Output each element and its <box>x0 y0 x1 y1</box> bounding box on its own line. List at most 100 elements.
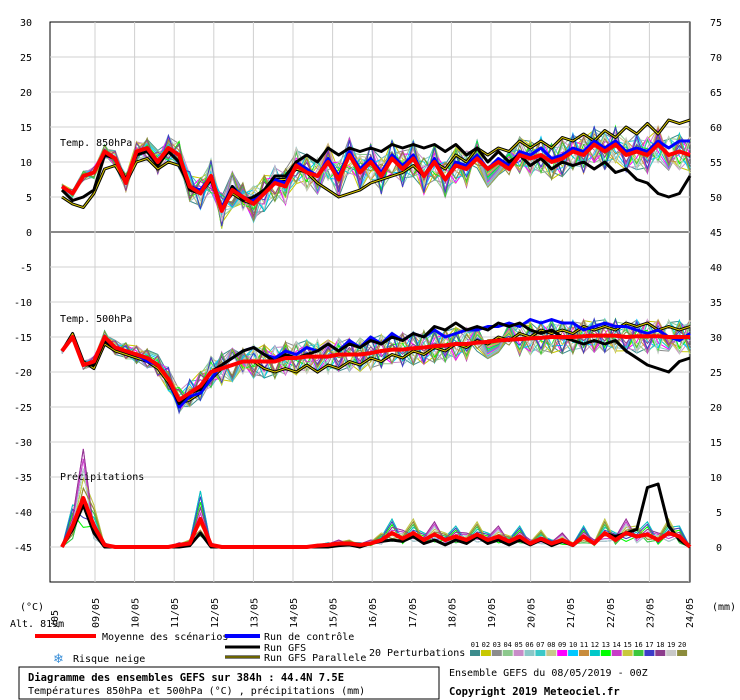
x-tick-label: 18/05 <box>447 598 458 628</box>
t500-mean-line <box>60 333 690 402</box>
right-tick-label: 60 <box>710 123 722 134</box>
legend: Moyenne des scénarios ❄ Risque neige Run… <box>35 631 688 667</box>
perturbation-number: 13 <box>602 641 610 649</box>
perturbation-number: 17 <box>645 641 653 649</box>
x-tick-label: 15/05 <box>329 598 340 628</box>
left-tick-label: 0 <box>26 228 32 239</box>
left-tick-label: 20 <box>20 88 32 99</box>
perturbation-swatch <box>677 650 688 656</box>
right-tick-label: 55 <box>710 158 722 169</box>
perturbation-number: 20 <box>678 641 686 649</box>
perturbation-number: 10 <box>569 641 577 649</box>
perturbation-swatch <box>611 650 622 656</box>
right-tick-label: 65 <box>710 88 722 99</box>
legend-control-label: Run de contrôle <box>264 631 354 643</box>
title-box <box>18 666 440 700</box>
perturbation-number: 11 <box>580 641 588 649</box>
x-tick-label: 19/05 <box>487 598 498 628</box>
right-tick-label: 75 <box>710 18 722 29</box>
left-tick-label: 30 <box>20 18 32 29</box>
perturbation-number: 09 <box>558 641 566 649</box>
left-tick-label: -25 <box>14 403 32 414</box>
panel-label-t850: Temp. 850hPa <box>60 138 132 149</box>
right-tick-label: 50 <box>710 193 722 204</box>
right-tick-label: 10 <box>710 473 722 484</box>
left-tick-label: 5 <box>26 193 32 204</box>
x-tick-label: 10/05 <box>131 598 142 628</box>
x-tick-label: 23/05 <box>645 598 656 628</box>
right-tick-label: 20 <box>710 403 722 414</box>
perturbation-number: 07 <box>536 641 544 649</box>
right-tick-label: 0 <box>716 543 722 554</box>
perturbation-swatch <box>557 650 568 656</box>
x-tick-label: 14/05 <box>289 598 300 628</box>
right-tick-label: 30 <box>710 333 722 344</box>
left-axis-ticks: 30 25 20 15 10 5 0 -5 -10 -15 -20 -25 -30 -35 -40 -45 <box>14 18 32 554</box>
x-tick-label: 20/05 <box>527 598 538 628</box>
left-tick-label: -45 <box>14 543 32 554</box>
perturbation-number: 19 <box>667 641 675 649</box>
perturbation-number: 08 <box>547 641 555 649</box>
left-tick-label: -35 <box>14 473 32 484</box>
left-tick-label: -20 <box>14 368 32 379</box>
left-tick-label: -15 <box>14 333 32 344</box>
left-tick-label: -30 <box>14 438 32 449</box>
chart-subtitle: Températures 850hPa et 500hPa (°C) , pré… <box>28 685 365 697</box>
panel-label-t500: Temp. 500hPa <box>60 314 132 325</box>
legend-mean-label: Moyenne des scénarios <box>102 631 228 643</box>
x-tick-label: 17/05 <box>408 598 419 628</box>
perturbation-swatch <box>579 650 589 656</box>
snowflake-icon: ❄ <box>53 652 64 667</box>
right-tick-label: 45 <box>710 228 722 239</box>
x-tick-label: 16/05 <box>368 598 379 628</box>
left-tick-label: 10 <box>20 158 32 169</box>
perturbation-number: 12 <box>591 641 599 649</box>
ensemble-run-label: Ensemble GEFS du 08/05/2019 - 00Z <box>449 668 648 679</box>
copyright-label: Copyright 2019 Meteociel.fr <box>449 686 620 698</box>
perturbation-number: 18 <box>656 641 664 649</box>
t850-mean-line <box>60 142 691 213</box>
legend-perturbations-label: 20 Perturbations <box>369 648 465 659</box>
perturbation-swatch <box>644 650 655 656</box>
perturbation-number: 04 <box>503 641 511 649</box>
first-x-tick-partial: /05 <box>50 610 61 628</box>
perturbation-swatch <box>480 650 491 656</box>
precip-mean-line <box>60 496 692 549</box>
perturbation-swatch <box>470 650 480 656</box>
right-tick-label: 70 <box>710 53 722 64</box>
right-axis-unit: (mm) <box>712 602 736 613</box>
perturbation-swatches: 01 02 03 04 05 06 07 08 09 10 11 12 13 14 15 16 17 18 19 20 <box>470 641 688 656</box>
t500-parallel-line <box>61 322 691 404</box>
perturbation-number: 15 <box>623 641 631 649</box>
perturbation-number: 16 <box>634 641 642 649</box>
right-tick-label: 40 <box>710 263 722 274</box>
panel-label-precip: Précipitations <box>60 471 144 483</box>
perturbation-swatch <box>513 650 524 656</box>
perturbation-number: 06 <box>525 641 533 649</box>
right-tick-label: 15 <box>710 438 722 449</box>
left-tick-label: 15 <box>20 123 32 134</box>
x-tick-label: 22/05 <box>606 598 617 628</box>
x-tick-label: 24/05 <box>685 598 696 628</box>
perturbation-swatch <box>535 650 546 656</box>
left-tick-label: -10 <box>14 298 32 309</box>
x-tick-label: 09/05 <box>91 598 102 628</box>
x-axis-ticks: 09/05 10/05 11/05 12/05 13/05 14/05 15/05 16/05… <box>91 598 696 628</box>
right-tick-label: 5 <box>716 508 722 519</box>
legend-parallel-label: Run GFS Parallele <box>264 653 366 664</box>
perturbation-swatch <box>655 650 666 656</box>
perturbation-swatch <box>589 650 600 656</box>
x-tick-label: 21/05 <box>566 598 577 628</box>
series-layer <box>60 118 692 549</box>
x-tick-label: 11/05 <box>170 598 181 628</box>
perturbation-swatch <box>622 650 633 656</box>
perturbation-number: 02 <box>482 641 490 649</box>
perturbation-number: 05 <box>514 641 522 649</box>
chart-title: Diagramme des ensembles GEFS sur 384h : … <box>28 672 344 684</box>
perturbation-number: 14 <box>612 641 620 649</box>
perturbation-swatch <box>568 650 579 656</box>
left-axis-unit: (°C) <box>20 602 44 613</box>
